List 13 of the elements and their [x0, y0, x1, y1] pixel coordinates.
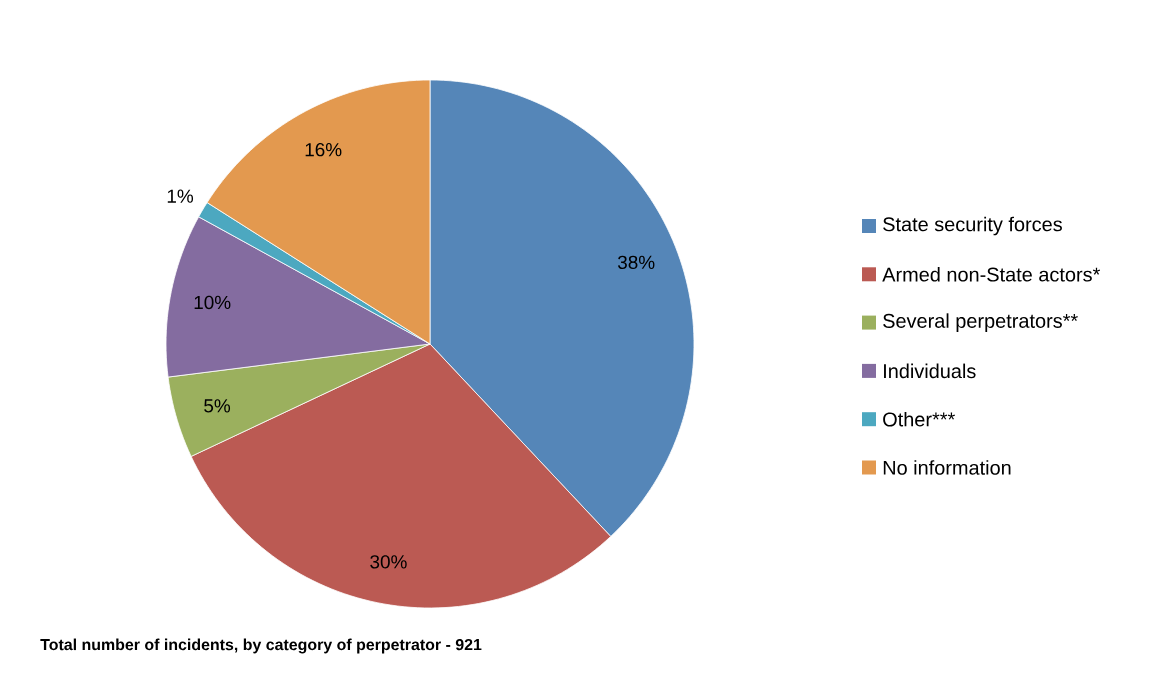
- legend-label: No information: [883, 460, 1011, 475]
- data-label: 1%: [167, 189, 194, 203]
- legend-label: Several perpetrators**: [883, 313, 1078, 332]
- legend-label: Other***: [883, 411, 955, 427]
- text: Total number of incidents, by category of perpetrator - 921: [40, 638, 482, 654]
- legend-label: Individuals: [884, 363, 976, 379]
- data-label: 10%: [194, 295, 231, 310]
- legend-label: State security forces: [883, 216, 1062, 236]
- data-label: 16%: [305, 142, 342, 157]
- data-label: 30%: [370, 555, 407, 569]
- data-label: 38%: [617, 255, 655, 270]
- legend-label: Armed non-State actors*: [882, 266, 1101, 282]
- data-label: 5%: [204, 399, 231, 413]
